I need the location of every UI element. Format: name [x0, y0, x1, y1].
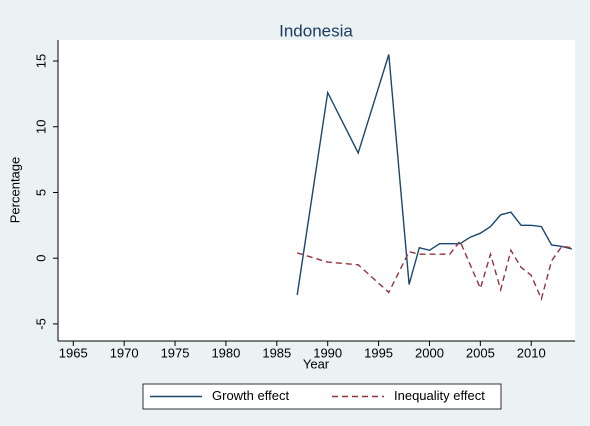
x-tick-label: 1995	[364, 345, 393, 360]
legend-label: Growth effect	[212, 388, 289, 403]
y-tick-label: 0	[33, 255, 48, 262]
series-line	[296, 54, 573, 296]
x-tick-label: 1970	[110, 345, 139, 360]
x-tick-label: 1965	[59, 345, 88, 360]
y-tick-label: 15	[33, 54, 48, 68]
series-line	[296, 239, 572, 302]
x-tick-label: 1975	[161, 345, 190, 360]
x-tick-label: 2005	[466, 345, 495, 360]
x-axis-label: Year	[303, 356, 330, 371]
x-tick-label: 2010	[517, 345, 546, 360]
y-tick-label: -5	[33, 318, 48, 330]
legend-label: Inequality effect	[394, 388, 485, 403]
y-tick-label: 5	[33, 189, 48, 196]
x-tick-label: 2000	[415, 345, 444, 360]
chart-title: Indonesia	[279, 21, 353, 40]
y-axis-label: Percentage	[7, 157, 22, 224]
plot-area	[58, 40, 575, 341]
legend	[142, 383, 502, 410]
x-tick-label: 1980	[211, 345, 240, 360]
x-tick-label: 1990	[313, 345, 342, 360]
y-tick-label: 10	[33, 120, 48, 134]
x-tick-label: 1985	[262, 345, 291, 360]
